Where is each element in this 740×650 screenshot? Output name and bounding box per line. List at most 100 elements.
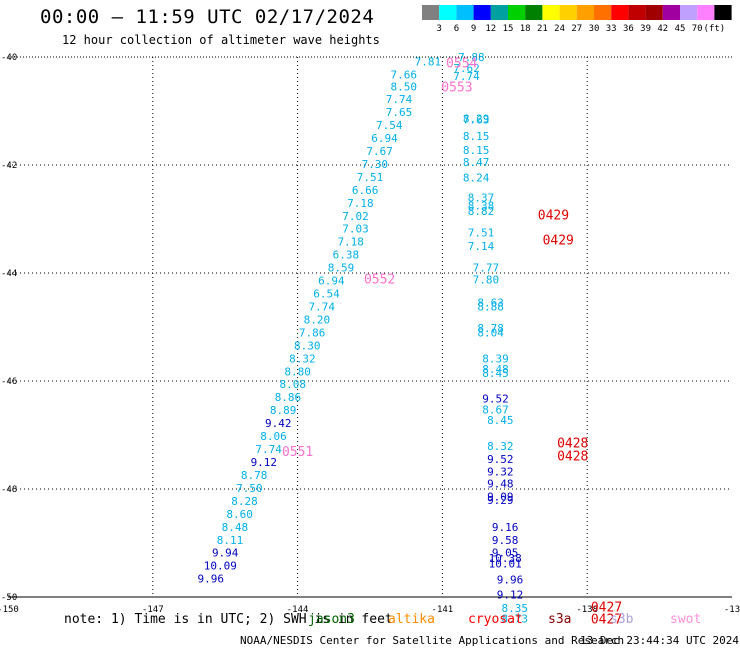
wave-height-value: 7.51 — [468, 227, 495, 240]
wave-height-value: 6.94 — [318, 275, 345, 288]
pass-time-label: 0553 — [441, 81, 472, 96]
x-tick-label: -141 — [432, 605, 454, 615]
pass-time-label: 0429 — [538, 209, 569, 224]
wave-height-value: 9.48 — [487, 478, 514, 491]
wave-height-value: 8.63 — [477, 297, 504, 310]
colorbar-label: 33 — [606, 24, 617, 34]
wave-height-value: 8.20 — [304, 313, 331, 326]
wave-height-value: 7.77 — [473, 262, 500, 275]
y-tick-label: -48 — [1, 485, 17, 495]
wave-height-value: 9.42 — [265, 417, 292, 430]
wave-height-value: 8.86 — [275, 391, 302, 404]
colorbar-label: 15 — [503, 24, 514, 34]
wave-height-value: 7.74 — [255, 443, 282, 456]
wave-height-value: 7.74 — [386, 93, 413, 106]
chart-title: 00:00 – 11:59 UTC 02/17/2024 — [40, 6, 375, 28]
wave-height-value: 9.32 — [487, 466, 514, 479]
wave-height-value: 7.65 — [386, 106, 413, 119]
wave-height-value: 8.89 — [270, 404, 297, 417]
x-tick-label: -138 — [576, 605, 598, 615]
wave-height-value: 8.48 — [222, 521, 249, 534]
colorbar-swatch — [508, 5, 526, 20]
wave-height-value: 7.62 — [453, 62, 480, 75]
wave-height-value: 8.28 — [231, 495, 258, 508]
wave-height-value: 7.50 — [236, 482, 263, 495]
colorbar-swatch — [473, 5, 491, 20]
wave-height-value: 7.54 — [376, 119, 403, 132]
wave-height-value: 8.78 — [477, 322, 504, 335]
wave-height-value: 7.18 — [347, 197, 374, 210]
wave-height-value: 8.11 — [217, 534, 244, 547]
colorbar-swatch — [456, 5, 474, 20]
colorbar-swatch — [714, 5, 732, 20]
colorbar-label: 12 — [485, 24, 496, 34]
colorbar-label: 21 — [537, 24, 548, 34]
colorbar-swatch — [490, 5, 508, 20]
credit-line: NOAA/NESDIS Center for Satellite Applica… — [240, 634, 625, 647]
y-tick-label: -46 — [1, 377, 17, 387]
satellite-legend-cryosat: cryosat — [468, 612, 523, 627]
wave-height-value: 9.96 — [497, 574, 524, 587]
colorbar-label: (ft) — [704, 24, 726, 34]
wave-height-value: 9.29 — [487, 494, 514, 507]
wave-height-value: 8.47 — [463, 156, 490, 169]
wave-height-value: 9.12 — [251, 456, 278, 469]
y-tick-label: -44 — [1, 269, 17, 279]
wave-height-value: 7.03 — [342, 223, 369, 236]
wave-height-value: 8.50 — [391, 81, 418, 94]
wave-height-value: 7.63 — [463, 114, 490, 127]
colorbar-swatch — [680, 5, 698, 20]
colorbar-swatch — [662, 5, 680, 20]
wave-height-value: 7.88 — [458, 51, 485, 64]
wave-height-value: 6.66 — [352, 184, 379, 197]
wave-height-value: 7.18 — [337, 236, 364, 249]
wave-height-value: 9.16 — [492, 521, 519, 534]
colorbar-swatch — [628, 5, 646, 20]
pass-time-label: 0428 — [557, 437, 588, 452]
colorbar-label: 42 — [657, 24, 668, 34]
colorbar-swatch — [559, 5, 577, 20]
wave-height-value: 8.15 — [463, 144, 490, 157]
pass-time-label: 0428 — [557, 450, 588, 465]
colorbar-swatch — [422, 5, 440, 20]
wave-height-value: 10.01 — [489, 558, 522, 571]
wave-height-value: 7.51 — [357, 171, 384, 184]
colorbar-label: 36 — [623, 24, 634, 34]
wave-height-value: 7.30 — [362, 158, 389, 171]
satellite-legend-jason3: jason3 — [308, 612, 355, 627]
generation-timestamp: 13 Dec 23:44:34 UTC 2024 — [580, 634, 739, 647]
wave-height-value: 7.86 — [299, 326, 326, 339]
wave-height-value: 8.15 — [463, 130, 490, 143]
wave-height-value: 8.48 — [482, 363, 509, 376]
wave-height-value: 8.30 — [294, 339, 321, 352]
x-tick-label: -150 — [0, 605, 19, 615]
satellite-legend-s3b: s3b — [610, 612, 634, 627]
wave-height-value: 8.37 — [468, 191, 495, 204]
colorbar-swatch — [611, 5, 629, 20]
wave-height-value: 8.82 — [468, 205, 495, 218]
colorbar-label: 45 — [675, 24, 686, 34]
x-tick-label: -13 — [724, 605, 740, 615]
wave-height-value: 9.96 — [197, 573, 224, 586]
colorbar-swatch — [697, 5, 715, 20]
wave-height-value: 8.32 — [289, 352, 316, 365]
color-scale-legend: 3 6 9 12 15 18 21 24 27 30 33 36 39 42 45 70 (ft) — [422, 5, 732, 34]
wave-height-value: 7.67 — [366, 145, 393, 158]
wave-height-value: 10.09 — [204, 560, 237, 573]
wave-height-value: 6.94 — [371, 132, 398, 145]
wave-height-value: 9.52 — [482, 392, 509, 405]
colorbar-label: 39 — [640, 24, 651, 34]
wave-height-value: 9.12 — [497, 588, 524, 601]
wave-height-value: 9.52 — [487, 453, 514, 466]
wave-height-value: 8.39 — [482, 352, 509, 365]
wave-height-value: 7.66 — [391, 68, 418, 81]
colorbar-swatch — [542, 5, 560, 20]
colorbar-label: 3 — [436, 24, 441, 34]
y-tick-label: -40 — [1, 53, 17, 63]
pass-time-label: 0429 — [543, 234, 574, 249]
wave-height-value: 8.78 — [241, 469, 268, 482]
colorbar-swatch — [576, 5, 594, 20]
wave-height-value: 7.74 — [453, 70, 480, 83]
wave-height-value: 9.09 — [487, 491, 514, 504]
